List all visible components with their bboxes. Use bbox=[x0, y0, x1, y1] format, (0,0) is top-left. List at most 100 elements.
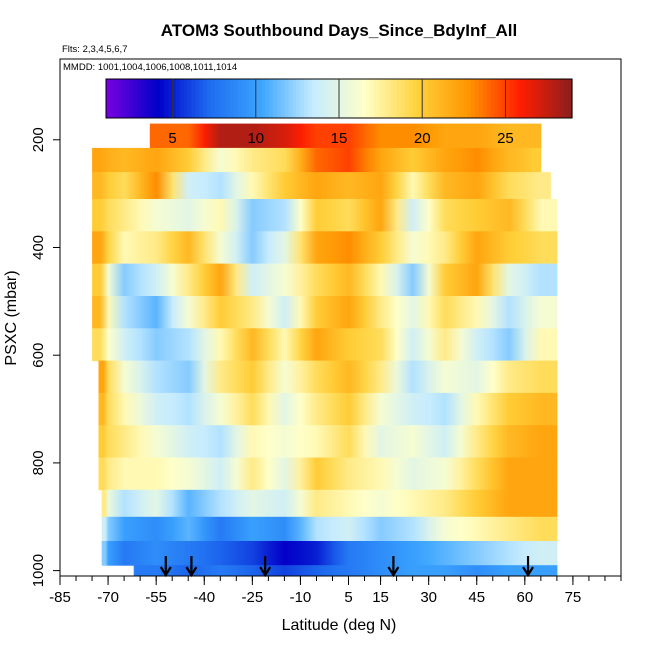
colorbar-segment bbox=[335, 79, 340, 118]
heatmap-cell bbox=[268, 263, 301, 297]
heatmap-cell bbox=[204, 541, 237, 566]
heatmap-cell bbox=[364, 392, 398, 426]
colorbar-segment bbox=[459, 79, 464, 118]
heatmap-cell bbox=[236, 516, 269, 542]
heatmap-cell bbox=[268, 516, 301, 542]
heatmap-cell bbox=[108, 516, 141, 542]
heatmap-cell bbox=[364, 565, 398, 577]
colorbar-segment bbox=[455, 79, 460, 118]
colorbar-segment bbox=[498, 79, 503, 118]
colorbar-segment bbox=[323, 79, 328, 118]
heatmap-cell bbox=[428, 516, 462, 542]
colorbar-segment bbox=[307, 79, 313, 118]
colorbar-segment bbox=[556, 79, 561, 118]
colorbar-segment bbox=[160, 79, 165, 118]
heatmap-cell bbox=[236, 147, 269, 173]
heatmap-cell bbox=[108, 489, 141, 518]
heatmap-cell bbox=[332, 457, 366, 491]
colorbar-tick-label: 10 bbox=[247, 130, 264, 147]
heatmap-cell bbox=[524, 328, 558, 362]
colorbar-segment bbox=[203, 79, 208, 118]
colorbar-segment bbox=[109, 79, 115, 118]
colorbar-segment bbox=[408, 79, 414, 118]
heatmap-cell bbox=[204, 457, 237, 491]
colorbar-segment bbox=[331, 79, 336, 118]
latitude-arrows bbox=[159, 556, 534, 578]
colorbar-segment bbox=[191, 79, 196, 118]
heatmap-cell bbox=[108, 541, 141, 566]
colorbar-segment bbox=[540, 79, 546, 118]
heatmap-cell bbox=[108, 199, 141, 232]
heatmap-cell bbox=[108, 360, 141, 394]
colorbar-segment bbox=[230, 79, 235, 118]
colorbar-segment bbox=[183, 79, 189, 118]
colorbar-segment bbox=[502, 79, 507, 118]
heatmap-cell bbox=[236, 199, 269, 232]
heatmap-cell bbox=[300, 123, 333, 149]
heatmap-cell bbox=[140, 425, 173, 458]
colorbar-segment bbox=[195, 79, 200, 118]
heatmap-cell bbox=[236, 231, 269, 265]
heatmap-cell bbox=[492, 425, 526, 458]
heatmap-cell bbox=[98, 392, 109, 426]
colorbar-segment bbox=[428, 79, 433, 118]
heatmap-cell bbox=[364, 296, 398, 329]
heatmap-cell bbox=[460, 425, 494, 458]
heatmap-cell bbox=[140, 360, 173, 394]
heatmap-cell bbox=[140, 263, 173, 297]
heatmap-cell bbox=[332, 565, 366, 577]
heatmap-cell bbox=[300, 328, 333, 362]
colorbar-segment bbox=[327, 79, 332, 118]
heatmap-cell bbox=[460, 516, 494, 542]
heatmap-cell bbox=[268, 328, 301, 362]
heatmap-cell bbox=[332, 123, 366, 149]
heatmap-cell bbox=[460, 231, 494, 265]
heatmap-cell bbox=[332, 147, 366, 173]
colorbar-segment bbox=[548, 79, 554, 118]
heatmap-cell bbox=[524, 123, 542, 149]
heatmap-cell bbox=[524, 147, 542, 173]
heatmap-cell bbox=[492, 147, 526, 173]
heatmap-cell bbox=[460, 199, 494, 232]
heatmap-cell bbox=[428, 263, 462, 297]
colorbar-segment bbox=[513, 79, 519, 118]
heatmap-cell bbox=[428, 328, 462, 362]
heatmap-cell bbox=[108, 296, 141, 329]
heatmap-cell bbox=[428, 199, 462, 232]
colorbar-segment bbox=[210, 79, 216, 118]
heatmap-cell bbox=[332, 360, 366, 394]
colorbar-segment bbox=[486, 79, 492, 118]
heatmap-cell bbox=[524, 296, 558, 329]
heatmap-cell bbox=[428, 172, 462, 200]
colorbar-segment bbox=[245, 79, 251, 118]
heatmap-cell bbox=[332, 296, 366, 329]
heatmap-cell bbox=[236, 360, 269, 394]
heatmap-cell bbox=[396, 565, 430, 577]
heatmap-cell bbox=[364, 123, 398, 149]
heatmap-cell bbox=[300, 231, 333, 265]
colorbar-segment bbox=[385, 79, 391, 118]
heatmap-cell bbox=[492, 489, 526, 518]
colorbar-segment bbox=[168, 79, 173, 118]
x-tick-label: 15 bbox=[372, 589, 389, 606]
colorbar-segment bbox=[478, 79, 484, 118]
heatmap-cell bbox=[364, 541, 398, 566]
heatmap-cell bbox=[268, 565, 301, 577]
colorbar-segment bbox=[106, 79, 111, 118]
heatmap-cell bbox=[92, 296, 109, 329]
colorbar-segment bbox=[276, 79, 282, 118]
colorbar-segment bbox=[261, 79, 266, 118]
heatmap-cell bbox=[149, 123, 173, 149]
colorbar-segment bbox=[179, 79, 185, 118]
heatmap-cell bbox=[364, 360, 398, 394]
heatmap-cell bbox=[92, 231, 109, 265]
colorbar-tick-label: 25 bbox=[497, 130, 514, 147]
heatmap-cell bbox=[108, 147, 141, 173]
heatmap-cell bbox=[204, 516, 237, 542]
colorbar-segment bbox=[269, 79, 274, 118]
colorbar-segment bbox=[362, 79, 367, 118]
colorbar-segment bbox=[420, 79, 426, 118]
heatmap-cell bbox=[460, 457, 494, 491]
heatmap-cell bbox=[300, 172, 333, 200]
